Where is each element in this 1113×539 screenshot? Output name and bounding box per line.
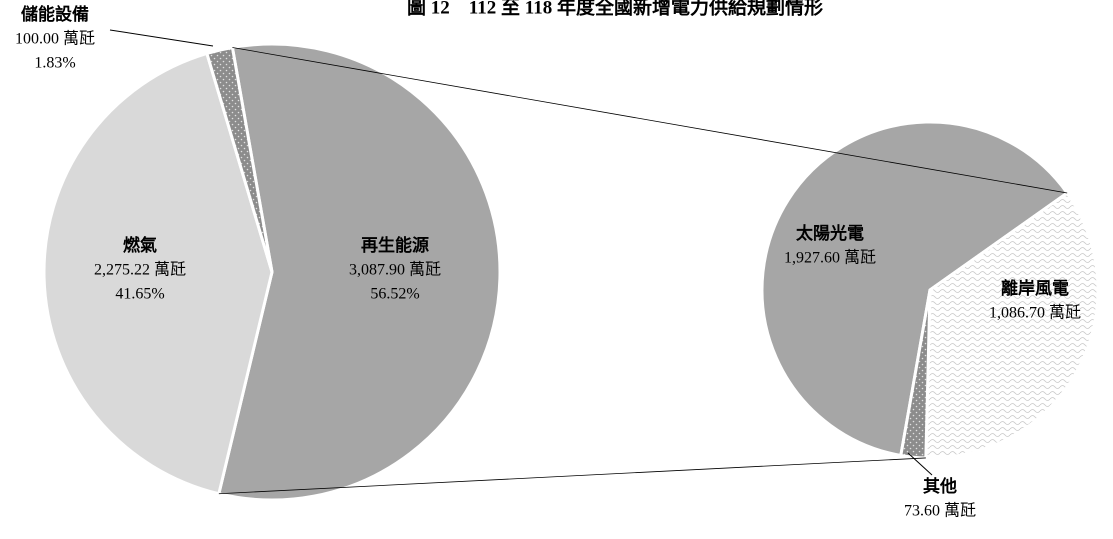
slice-value-label: 1,086.70 萬瓩 [989,304,1081,322]
slice-value-label: 2,275.22 萬瓩 [94,261,186,279]
slice-percent-label: 41.65% [115,286,164,303]
slice-value-label: 73.60 萬瓩 [904,502,976,520]
pie-slice [217,42,502,502]
slice-label: 離岸風電 [1001,278,1069,298]
slice-label: 其他 [923,476,957,496]
slice-value-label: 100.00 萬瓩 [15,30,95,48]
connector-line [218,457,926,495]
pie-slice [42,51,274,496]
pie-slice [924,190,1100,460]
slice-label: 太陽光電 [796,223,864,243]
pie-slice [205,45,274,273]
slice-label: 燃氣 [123,235,157,255]
slice-percent-label: 1.83% [34,55,75,72]
slice-label: 再生能源 [361,235,429,255]
chart-title: 圖 12 112 至 118 年度全國新增電力供給規劃情形 [407,0,823,18]
connector-line [232,47,1068,194]
slice-value-label: 1,927.60 萬瓩 [784,249,876,267]
pie-slice [760,120,1070,458]
slice-value-label: 3,087.90 萬瓩 [349,261,441,279]
slice-label: 儲能設備 [21,4,89,24]
leader-line [907,452,933,476]
leader-line [109,29,214,47]
slice-percent-label: 56.52% [370,286,419,303]
